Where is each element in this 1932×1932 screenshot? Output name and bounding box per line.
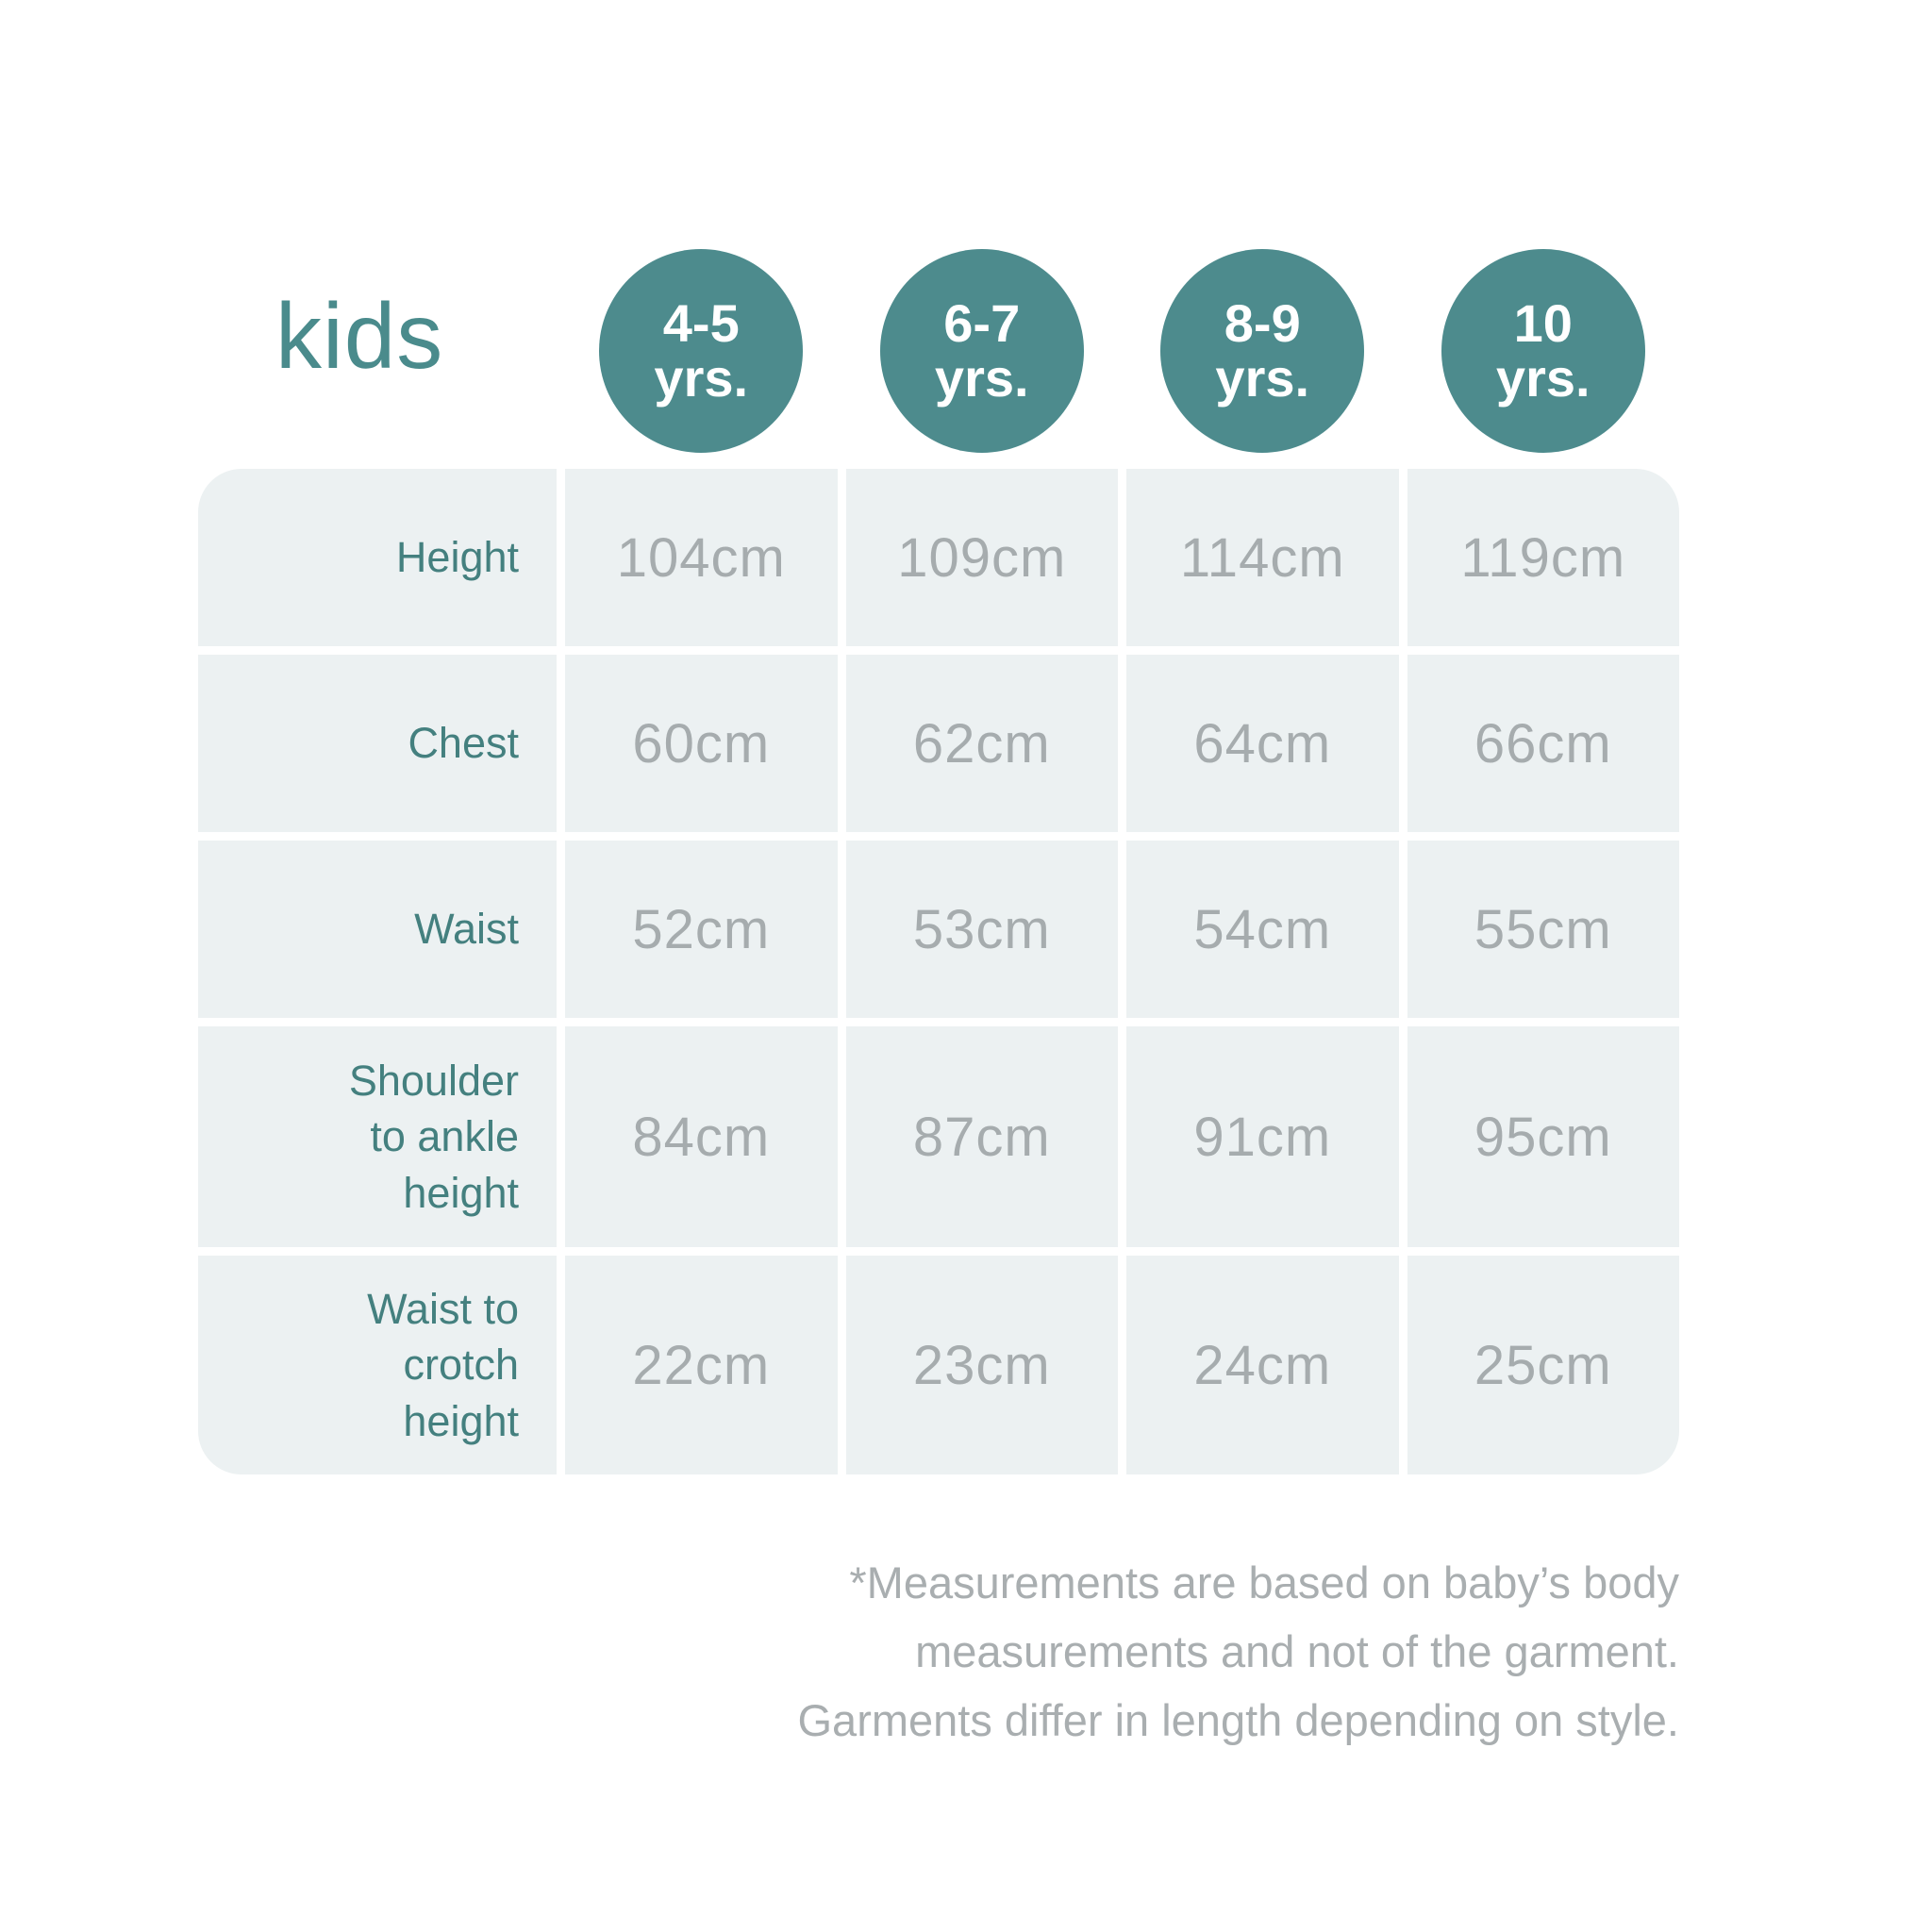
age-column-header: 10 yrs. (1407, 249, 1680, 453)
age-column-header: 6-7 yrs. (846, 249, 1119, 453)
table-row-label-waist: Waist (198, 841, 557, 1018)
measurement-footnote: *Measurements are based on baby’s body m… (798, 1549, 1680, 1756)
age-column-header: 4-5 yrs. (565, 249, 838, 453)
size-value: 52cm (565, 841, 838, 1018)
age-range: 6-7 (943, 292, 1021, 353)
size-value: 23cm (845, 1256, 1118, 1474)
age-range: 4-5 (662, 292, 740, 353)
size-value: 104cm (565, 469, 838, 646)
age-badge-8-9: 8-9 yrs. (1160, 249, 1365, 453)
size-value: 109cm (845, 469, 1118, 646)
age-suffix: yrs. (934, 348, 1029, 408)
age-badge-10: 10 yrs. (1441, 249, 1645, 453)
size-value: 60cm (565, 655, 838, 832)
size-value: 55cm (1407, 841, 1679, 1018)
table-row-label-height: Height (198, 469, 557, 646)
table-header: kids 4-5 yrs. 6-7 yrs. 8-9 yrs. 10 yrs. (198, 243, 1679, 458)
size-value: 119cm (1407, 469, 1679, 646)
age-suffix: yrs. (1215, 348, 1310, 408)
age-column-header: 8-9 yrs. (1126, 249, 1399, 453)
size-value: 53cm (845, 841, 1118, 1018)
age-range: 8-9 (1224, 292, 1301, 353)
age-badge-4-5: 4-5 yrs. (599, 249, 804, 453)
size-value: 87cm (845, 1026, 1118, 1247)
age-range: 10 (1513, 292, 1573, 353)
table-row-label-shoulder-to-ankle: Shoulder to ankle height (198, 1026, 557, 1247)
size-table: Height 104cm 109cm 114cm 119cm Chest 60c… (198, 469, 1679, 1474)
footnote-line: measurements and not of the garment. (915, 1625, 1679, 1676)
table-row-label-waist-to-crotch: Waist to crotch height (198, 1256, 557, 1474)
size-value: 62cm (845, 655, 1118, 832)
page-title: kids (275, 283, 444, 388)
size-value: 84cm (565, 1026, 838, 1247)
size-value: 66cm (1407, 655, 1679, 832)
table-row-label-chest: Chest (198, 655, 557, 832)
footnote-line: *Measurements are based on baby’s body (849, 1557, 1679, 1607)
size-value: 24cm (1126, 1256, 1399, 1474)
size-value: 22cm (565, 1256, 838, 1474)
size-value: 54cm (1126, 841, 1399, 1018)
size-value: 95cm (1407, 1026, 1679, 1247)
size-value: 25cm (1407, 1256, 1679, 1474)
age-suffix: yrs. (1495, 348, 1591, 408)
footnote-line: Garments differ in length depending on s… (797, 1694, 1680, 1745)
size-value: 91cm (1126, 1026, 1399, 1247)
size-value: 64cm (1126, 655, 1399, 832)
size-value: 114cm (1126, 469, 1399, 646)
age-suffix: yrs. (654, 348, 749, 408)
age-badge-6-7: 6-7 yrs. (879, 249, 1084, 453)
